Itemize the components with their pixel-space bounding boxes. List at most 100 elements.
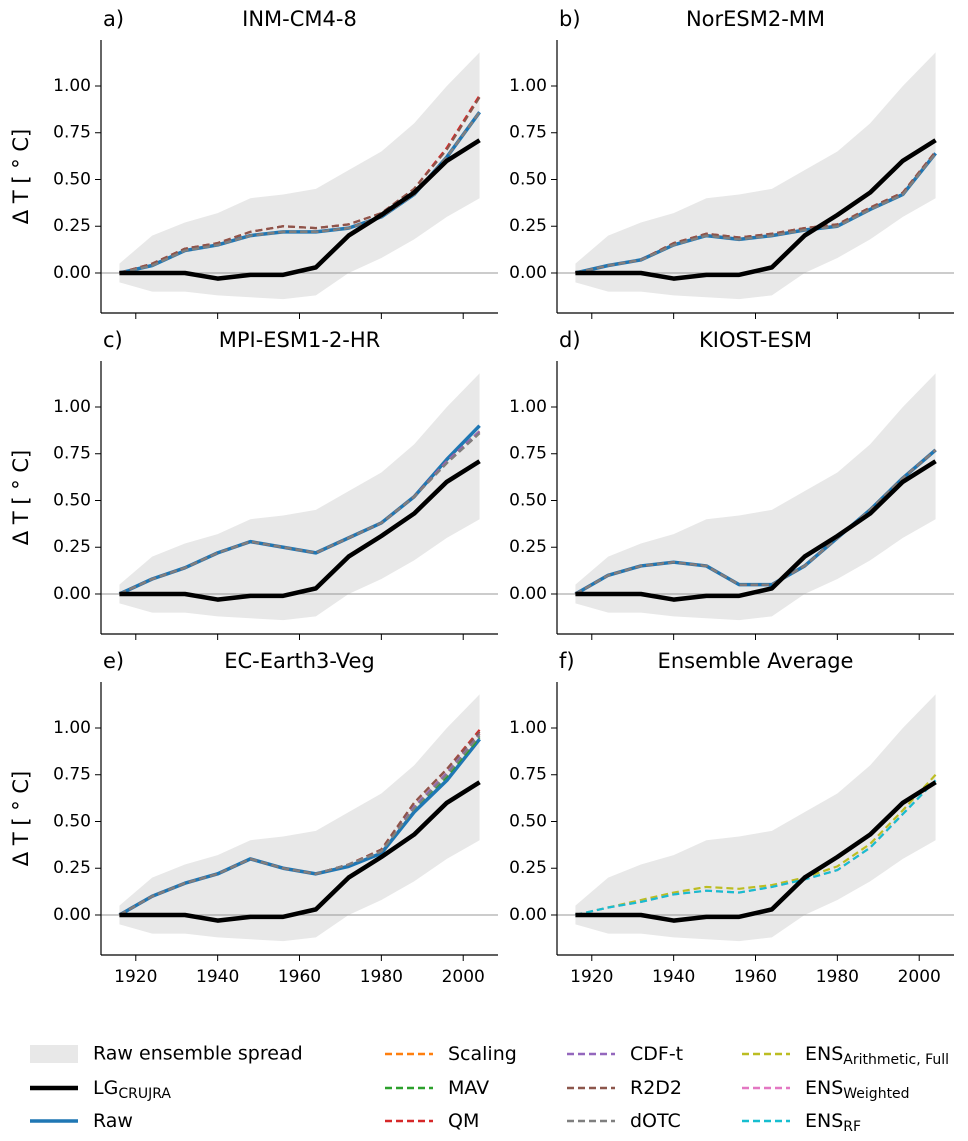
legend-label: LGCRUJRA — [93, 1077, 171, 1103]
legend-label: Scaling — [448, 1043, 517, 1065]
ensemble-spread — [119, 373, 480, 621]
y-tick-label: 0.50 — [53, 169, 91, 189]
series-line — [575, 459, 937, 602]
y-tick-label: 0.00 — [53, 584, 91, 604]
legend-text: Scaling — [448, 1043, 517, 1065]
panel-label: e) — [103, 649, 124, 673]
legend-label: CDF-t — [630, 1043, 683, 1065]
y-tick-label: 1.00 — [53, 76, 91, 96]
series-line — [575, 779, 937, 917]
series-line — [118, 432, 481, 595]
ensemble-spread — [575, 373, 936, 621]
y-tick-label: 0.75 — [509, 765, 547, 785]
y-tick-label: 0.50 — [509, 811, 547, 831]
legend-label: ENSArithmetic, Full — [805, 1043, 949, 1069]
y-axis-label: Δ T [ ° C] — [9, 129, 33, 224]
panel-label: a) — [103, 7, 124, 31]
y-tick-label: 0.00 — [53, 263, 91, 283]
y-tick-label: 0.25 — [509, 537, 547, 557]
ensemble-spread — [575, 694, 936, 942]
series-line — [575, 780, 937, 923]
ensemble-spread — [119, 52, 480, 300]
y-tick-label: 0.00 — [509, 584, 547, 604]
y-tick-label: 1.00 — [53, 397, 91, 417]
panel-label: d) — [559, 328, 581, 352]
panel-title: KIOST-ESM — [699, 328, 812, 352]
legend-text: Raw — [93, 1110, 133, 1132]
y-tick-label: 0.75 — [53, 444, 91, 464]
panel-label: b) — [559, 7, 581, 31]
y-tick-label: 0.00 — [53, 905, 91, 925]
y-tick-label: 0.75 — [53, 123, 91, 143]
y-axis-label: Δ T [ ° C] — [9, 450, 33, 545]
y-tick-label: 0.25 — [53, 858, 91, 878]
series-line — [119, 96, 481, 275]
series-line — [575, 152, 937, 275]
x-tick-label: 1920 — [570, 967, 613, 987]
legend-subscript: Weighted — [843, 1086, 909, 1102]
x-tick-label: 1920 — [114, 967, 157, 987]
series-line — [575, 138, 937, 281]
legend-text: ENS — [805, 1077, 843, 1099]
legend-label: Raw — [93, 1110, 133, 1132]
y-tick-label: 0.25 — [509, 216, 547, 236]
series-line — [118, 734, 481, 916]
y-tick-label: 0.50 — [53, 811, 91, 831]
panel-title: Ensemble Average — [658, 649, 854, 673]
x-tick-label: 1980 — [360, 967, 403, 987]
legend-text: QM — [448, 1110, 479, 1132]
legend-label: MAV — [448, 1077, 489, 1099]
legend-text: R2D2 — [630, 1077, 682, 1099]
legend-text: MAV — [448, 1077, 489, 1099]
y-tick-label: 0.50 — [509, 490, 547, 510]
series-line — [574, 449, 937, 595]
legend-label: QM — [448, 1110, 479, 1132]
series-line — [119, 138, 481, 281]
panel-title: EC-Earth3-Veg — [224, 649, 375, 673]
series-line — [119, 780, 481, 923]
panel-title: INM-CM4-8 — [242, 7, 357, 31]
legend-text: LG — [93, 1077, 118, 1099]
legend-swatch — [30, 1045, 78, 1063]
x-tick-label: 1940 — [652, 967, 695, 987]
panel-title: NorESM2-MM — [686, 7, 825, 31]
y-tick-label: 0.75 — [509, 123, 547, 143]
legend-text: CDF-t — [630, 1043, 683, 1065]
legend-label: ENSWeighted — [805, 1077, 910, 1103]
y-tick-label: 0.75 — [509, 444, 547, 464]
x-tick-label: 1940 — [196, 967, 239, 987]
y-tick-label: 0.00 — [509, 905, 547, 925]
x-tick-label: 1980 — [816, 967, 859, 987]
y-tick-label: 0.00 — [509, 263, 547, 283]
panel-title: MPI-ESM1-2-HR — [219, 328, 381, 352]
y-tick-label: 1.00 — [509, 397, 547, 417]
y-tick-label: 0.75 — [53, 765, 91, 785]
y-tick-label: 0.25 — [509, 858, 547, 878]
legend-subscript: Arithmetic, Full — [843, 1052, 949, 1068]
legend-text: ENS — [805, 1110, 843, 1132]
y-tick-label: 0.25 — [53, 216, 91, 236]
y-tick-label: 0.50 — [53, 490, 91, 510]
x-tick-label: 2000 — [898, 967, 941, 987]
y-tick-label: 1.00 — [53, 718, 91, 738]
series-line — [575, 773, 937, 917]
y-tick-label: 0.25 — [53, 537, 91, 557]
y-axis-label: Δ T [ ° C] — [9, 771, 33, 866]
y-tick-label: 1.00 — [509, 718, 547, 738]
legend-label: R2D2 — [630, 1077, 682, 1099]
legend-subscript: CRUJRA — [118, 1086, 171, 1102]
legend-text: ENS — [805, 1043, 843, 1065]
panel-label: f) — [559, 649, 575, 673]
series-line — [119, 459, 481, 602]
panel-label: c) — [103, 328, 123, 352]
legend-text: dOTC — [630, 1110, 681, 1132]
ensemble-spread — [119, 694, 480, 942]
x-tick-label: 1960 — [278, 967, 321, 987]
x-tick-label: 1960 — [734, 967, 777, 987]
x-tick-label: 2000 — [442, 967, 485, 987]
legend-label: ENSRF — [805, 1110, 861, 1136]
legend-label: Raw ensemble spread — [93, 1043, 303, 1065]
y-tick-label: 0.50 — [509, 169, 547, 189]
legend-label: dOTC — [630, 1110, 681, 1132]
